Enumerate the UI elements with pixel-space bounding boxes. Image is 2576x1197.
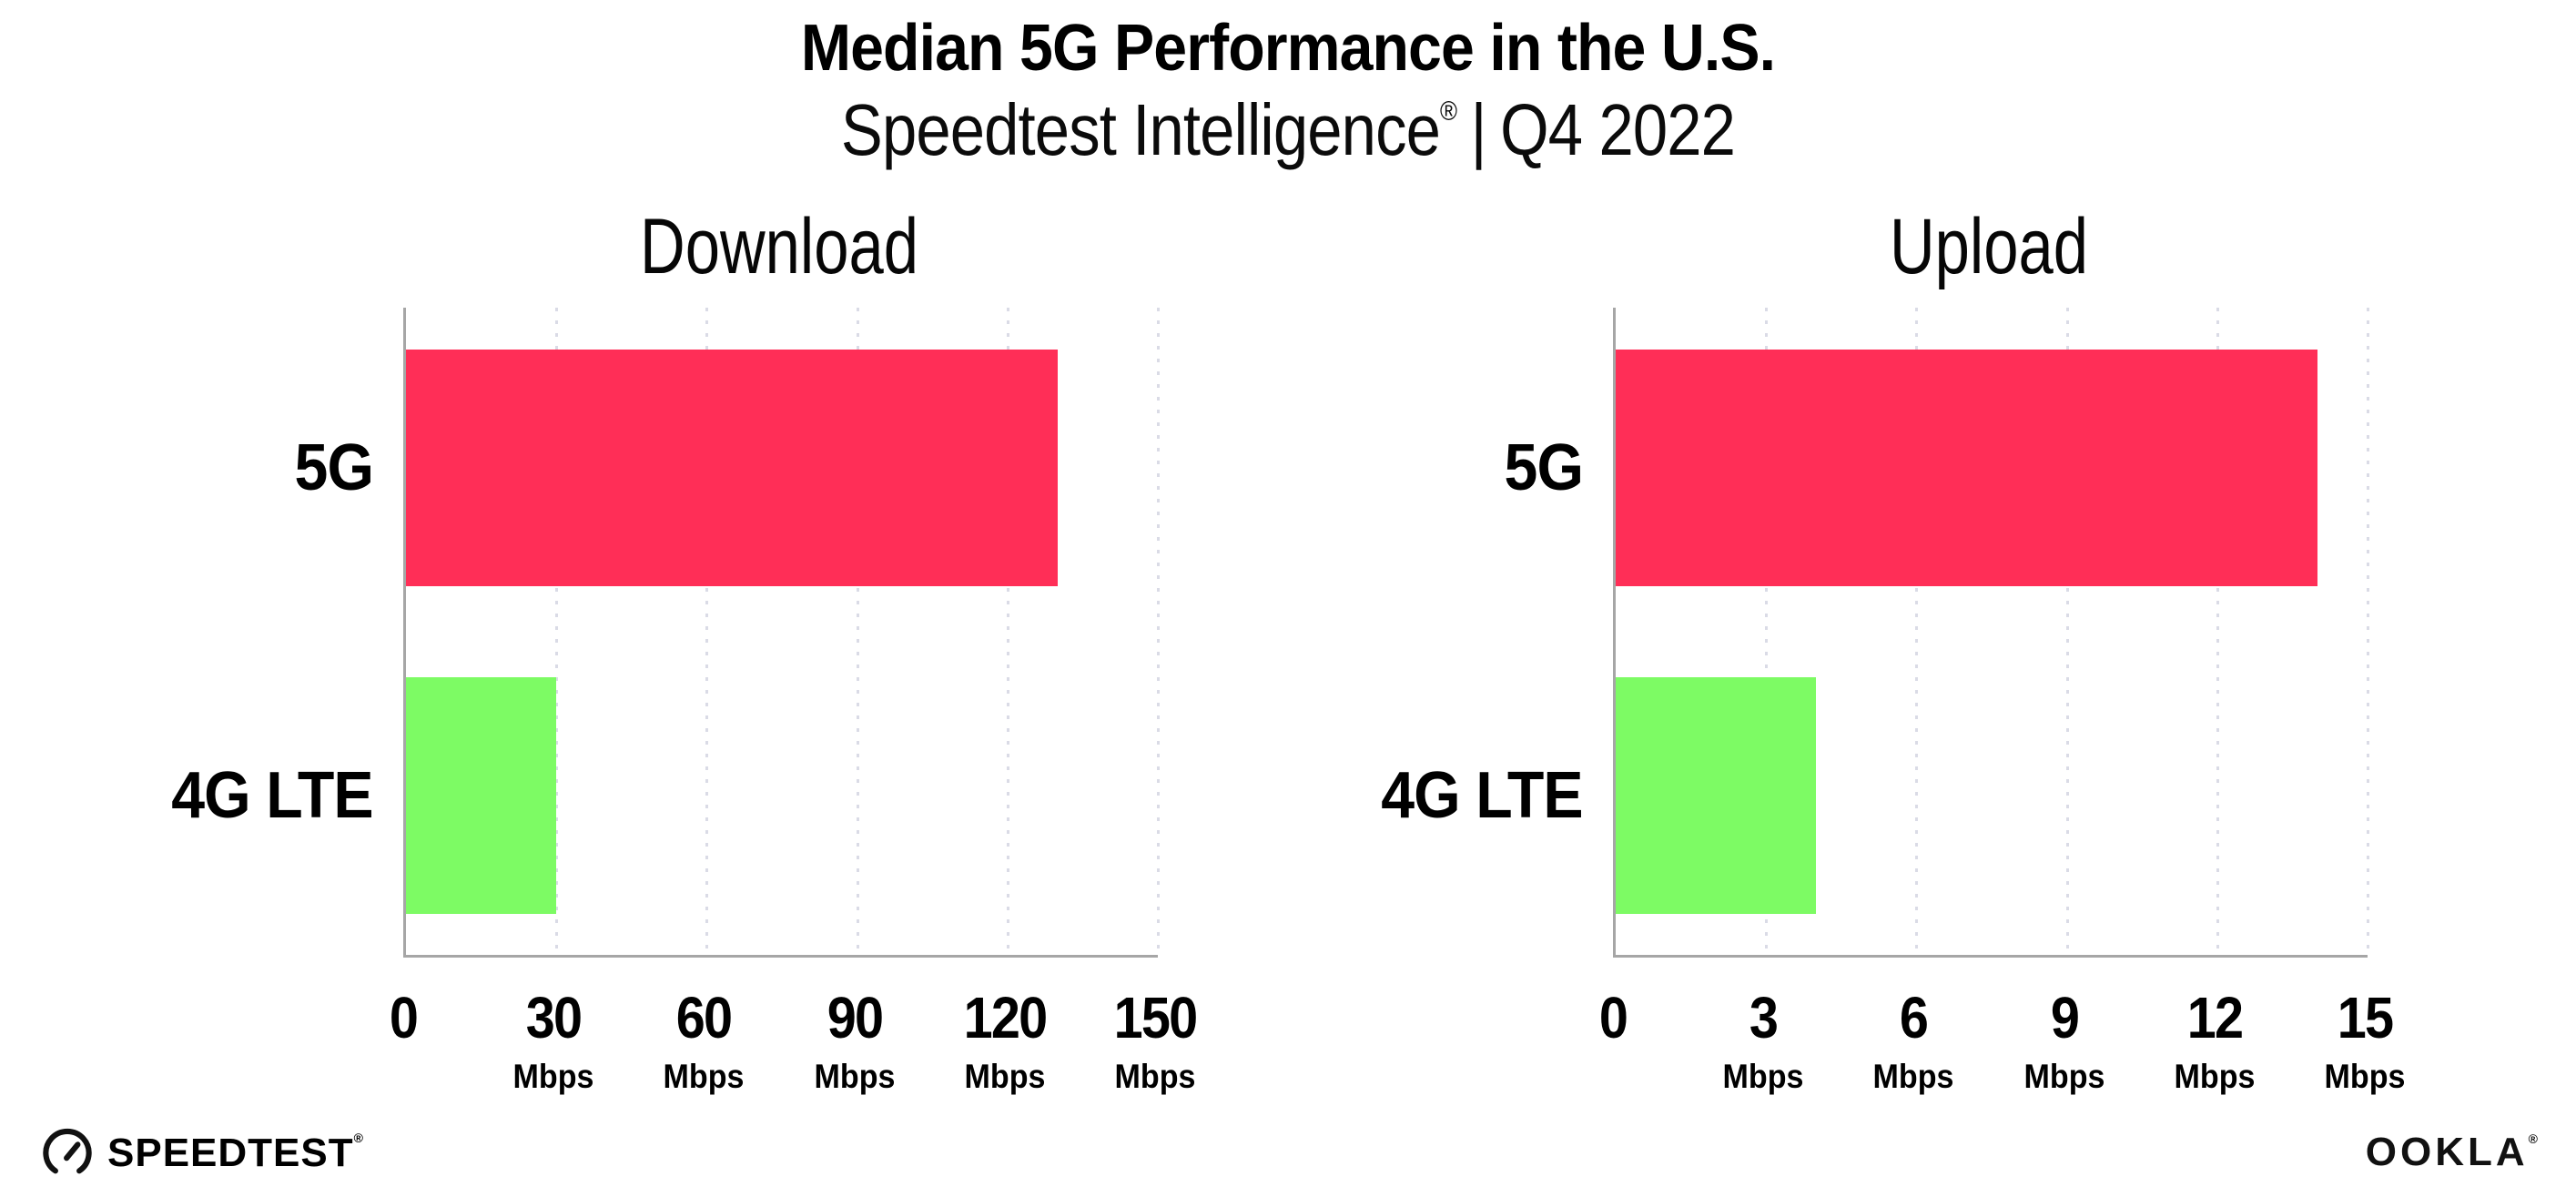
gridline-9 <box>2065 308 2069 955</box>
gridline-3 <box>1765 308 1769 955</box>
gridline-6 <box>1915 308 1919 955</box>
page-title: Median 5G Performance in the U.S. <box>800 12 1776 85</box>
tick-number-15: 15 <box>2337 985 2394 1050</box>
bar-4g-lte-download <box>406 677 557 914</box>
x-tick-15: 15 Mbps <box>2321 989 2409 1093</box>
bar-4g-lte-upload <box>1616 677 1817 914</box>
x-tick-6: 6 Mbps <box>1870 989 1958 1093</box>
tick-number-150: 150 <box>1113 985 1198 1050</box>
category-label-5g: 5G <box>1504 431 1583 504</box>
tick-number-90: 90 <box>827 985 883 1050</box>
subtitle-period: Q4 2022 <box>1500 88 1736 170</box>
gridline-90 <box>856 308 859 955</box>
tick-number-3: 3 <box>1749 985 1779 1050</box>
tick-number-6: 6 <box>1900 985 1929 1050</box>
charts-row: Download 5G 4G LTE 0 30 Mbps 60 Mbps 90 Mbps 120 Mb… <box>0 203 2406 1143</box>
gridline-120 <box>1006 308 1009 955</box>
gridline-60 <box>705 308 709 955</box>
x-tick-30: 30 Mbps <box>510 989 598 1093</box>
x-axis-download: 0 30 Mbps 60 Mbps 90 Mbps 120 Mbps 150 Mbps <box>390 989 1198 1143</box>
x-tick-9: 9 Mbps <box>2020 989 2108 1093</box>
chart-download: Download 5G 4G LTE 0 30 Mbps 60 Mbps 90 Mbps 120 Mb… <box>0 203 1199 1143</box>
category-label-5g: 5G <box>294 431 373 504</box>
x-tick-0: 0 <box>1597 989 1628 1047</box>
x-tick-60: 60 Mbps <box>660 989 748 1093</box>
tick-number-120: 120 <box>963 985 1047 1050</box>
tick-unit-9: Mbps <box>2023 1058 2105 1095</box>
chart-title-download: Download <box>640 203 918 290</box>
speedtest-registered-mark: ® <box>353 1131 364 1145</box>
x-tick-0: 0 <box>388 989 419 1047</box>
x-tick-3: 3 Mbps <box>1719 989 1808 1093</box>
tick-unit-15: Mbps <box>2324 1058 2406 1095</box>
plot-column-download: Download 5G 4G LTE 0 30 Mbps 60 Mbps 90 Mbps 120 Mb… <box>172 203 1199 1143</box>
gridline-15 <box>2367 308 2369 955</box>
x-tick-90: 90 Mbps <box>810 989 898 1093</box>
gridline-30 <box>555 308 559 955</box>
tick-unit-30: Mbps <box>512 1058 594 1095</box>
gridline-12 <box>2216 308 2219 955</box>
tick-unit-90: Mbps <box>814 1058 896 1095</box>
plot-area-upload: 5G 4G LTE <box>1382 308 2369 958</box>
chart-title-upload: Upload <box>1889 203 2089 290</box>
tick-unit-120: Mbps <box>964 1058 1046 1095</box>
speedtest-wordmark: SPEEDTEST <box>107 1131 354 1175</box>
tick-number-0: 0 <box>1598 985 1628 1050</box>
tick-number-0: 0 <box>389 985 419 1050</box>
ookla-wordmark: OOKLA <box>2365 1130 2529 1174</box>
gridline-150 <box>1157 308 1160 955</box>
chart-upload: Upload 5G 4G LTE 0 3 Mbps 6 Mbps 9 Mbps 12 Mbps 15 Mb… <box>1155 203 2406 1143</box>
tick-number-30: 30 <box>525 985 583 1050</box>
header: Median 5G Performance in the U.S. Speedt… <box>0 12 2576 171</box>
speedtest-gauge-icon <box>42 1128 93 1179</box>
ookla-logo: OOKLA® <box>2366 1130 2538 1175</box>
category-label-4g-lte: 4G LTE <box>171 759 374 832</box>
tick-unit-150: Mbps <box>1114 1058 1196 1095</box>
x-tick-12: 12 Mbps <box>2170 989 2258 1093</box>
tick-number-60: 60 <box>676 985 733 1050</box>
subtitle-separator: | <box>1470 88 1487 170</box>
page-subtitle: Speedtest Intelligence® | Q4 2022 <box>180 89 2396 171</box>
plot-area-download: 5G 4G LTE <box>172 308 1160 958</box>
speedtest-logo-text: SPEEDTEST® <box>107 1131 364 1176</box>
tick-unit-3: Mbps <box>1722 1058 1804 1095</box>
tick-unit-60: Mbps <box>663 1058 745 1095</box>
tick-unit-6: Mbps <box>1872 1058 1954 1095</box>
bar-5g-download <box>406 350 1058 586</box>
speedtest-logo: SPEEDTEST® <box>42 1128 364 1179</box>
x-tick-120: 120 Mbps <box>958 989 1050 1093</box>
x-tick-150: 150 Mbps <box>1110 989 1202 1093</box>
x-axis-upload: 0 3 Mbps 6 Mbps 9 Mbps 12 Mbps 15 Mbps <box>1599 989 2406 1143</box>
plot-column-upload: Upload 5G 4G LTE 0 3 Mbps 6 Mbps 9 Mbps 12 Mbps 15 Mb… <box>1382 203 2406 1143</box>
tick-number-12: 12 <box>2186 985 2244 1050</box>
ookla-registered-mark: ® <box>2528 1131 2538 1146</box>
registered-mark: ® <box>1440 96 1457 127</box>
category-label-4g-lte: 4G LTE <box>1381 759 1584 832</box>
tick-unit-12: Mbps <box>2174 1058 2256 1095</box>
bar-5g-upload <box>1616 350 2317 586</box>
subtitle-brand: Speedtest Intelligence <box>840 88 1441 170</box>
tick-number-9: 9 <box>2050 985 2079 1050</box>
